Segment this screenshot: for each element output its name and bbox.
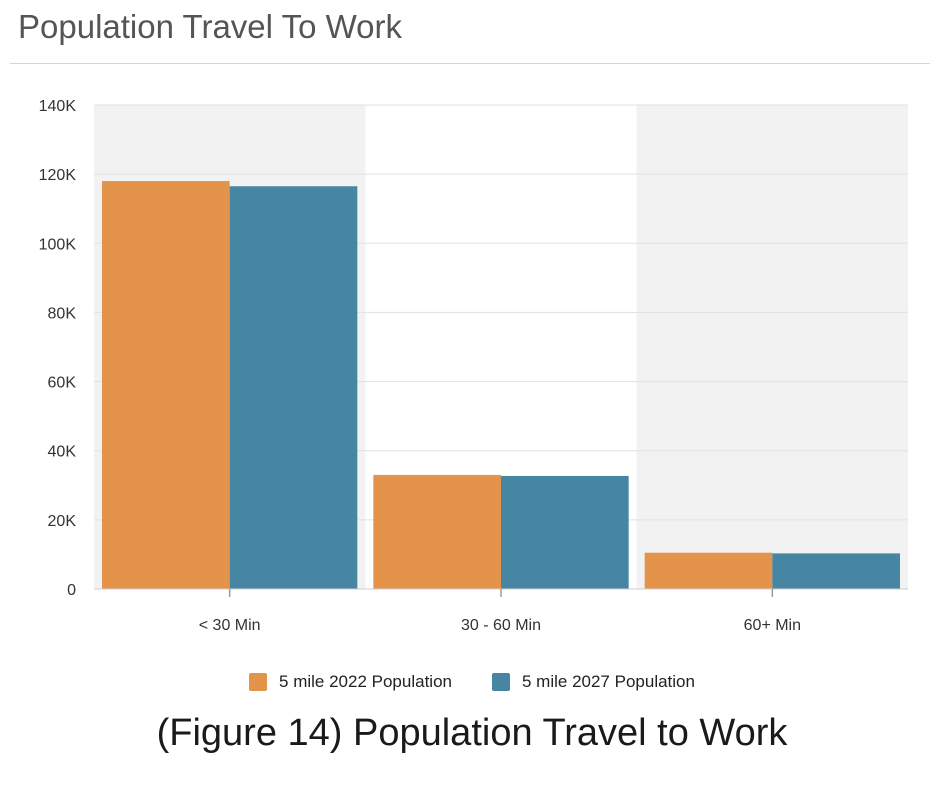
- x-tick-label: 60+ Min: [744, 617, 801, 634]
- x-tick-labels: < 30 Min 30 - 60 Min 60+ Min: [199, 617, 801, 634]
- y-tick-label: 0: [67, 582, 76, 599]
- legend-swatch-2027: [492, 673, 510, 691]
- title-divider: [10, 63, 930, 64]
- x-tick-label: 30 - 60 Min: [461, 617, 541, 634]
- y-tick-label: 80K: [48, 305, 77, 322]
- bar-2027[interactable]: [772, 553, 900, 589]
- y-tick-label: 120K: [39, 167, 77, 184]
- category-band: [636, 105, 908, 589]
- legend-label-2022: 5 mile 2022 Population: [279, 672, 452, 691]
- y-tick-label: 20K: [48, 513, 77, 530]
- bar-2027[interactable]: [501, 475, 629, 589]
- legend-item-2027[interactable]: 5 mile 2027 Population: [492, 672, 695, 692]
- figure-caption: (Figure 14) Population Travel to Work: [156, 712, 788, 754]
- y-tick-label: 100K: [39, 236, 77, 253]
- bar-2027[interactable]: [229, 186, 358, 589]
- x-tick-label: < 30 Min: [199, 617, 261, 634]
- legend-label-2027: 5 mile 2027 Population: [522, 672, 695, 691]
- bar-chart: 0 20K 40K 60K 80K 100K 120K 140K < 30 Min 30 - 6…: [39, 98, 908, 634]
- legend: 5 mile 2022 Population 5 mile 2027 Popul…: [0, 672, 944, 692]
- y-tick-label: 40K: [48, 444, 77, 461]
- bars: [102, 181, 900, 590]
- bar-2022[interactable]: [644, 552, 773, 589]
- bar-2022[interactable]: [102, 181, 230, 590]
- x-axis: [94, 588, 908, 597]
- legend-swatch-2022: [249, 673, 268, 691]
- y-tick-label: 140K: [39, 98, 77, 115]
- legend-item-2022[interactable]: 5 mile 2022 Population: [249, 672, 452, 692]
- bar-2022[interactable]: [373, 474, 501, 589]
- chart-title: Population Travel To Work: [18, 8, 402, 45]
- y-tick-label: 60K: [48, 375, 77, 392]
- y-tick-labels: 0 20K 40K 60K 80K 100K 120K 140K: [39, 98, 77, 599]
